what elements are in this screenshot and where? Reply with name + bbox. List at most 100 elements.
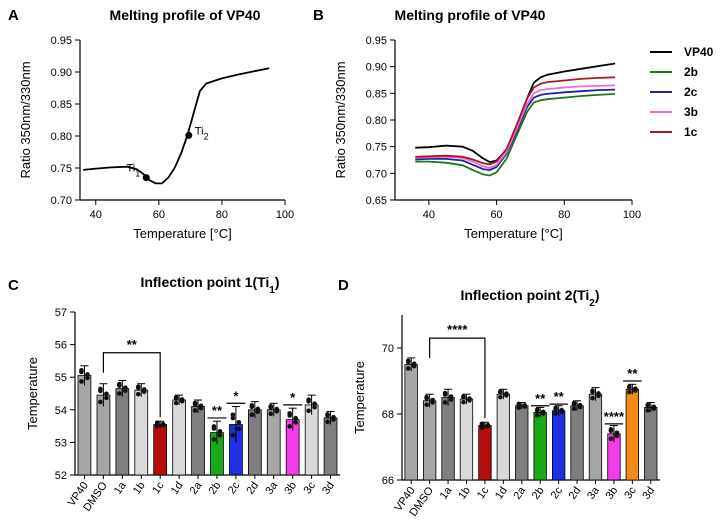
x-tick-label-3b-c: 3b (282, 480, 299, 497)
bar-2d-d (570, 405, 584, 481)
data-point-1a-d (442, 400, 448, 405)
data-point-2d-d (571, 401, 577, 407)
y-tick-label-c: 56 (55, 340, 67, 352)
y-tick-label-c: 54 (55, 405, 67, 417)
data-point-dmso-c (98, 388, 103, 394)
x-tick-label-3a-d: 3a (585, 484, 602, 502)
significance-label-c: * (290, 390, 296, 405)
data-point-dmso-c (104, 391, 109, 397)
inflection-label-2: Ti2 (195, 125, 209, 141)
data-point-3a-d (590, 389, 595, 395)
bar-dmso-d (422, 400, 437, 481)
data-point-3c-c (312, 404, 317, 410)
data-point-3a-c (268, 405, 274, 410)
data-point-vp40-c (79, 369, 84, 375)
y-tick-label-a: 0.70 (51, 195, 72, 207)
legend-label-1c: 1c (684, 125, 698, 139)
x-tick-label-a: 60 (153, 209, 165, 221)
data-point-2a-c (198, 405, 204, 411)
bar-3c-d (625, 388, 639, 481)
data-point-3d-c (325, 413, 330, 418)
data-point-2c-d (553, 411, 558, 416)
data-point-3d-d (645, 403, 651, 408)
bar-1d-d (496, 393, 511, 481)
data-point-2b-d (534, 413, 540, 418)
series-line-vp40-a (83, 67, 270, 185)
panel-letter-b: B (313, 7, 324, 24)
y-tick-label-c: 55 (55, 372, 67, 384)
data-point-1a-c (117, 391, 122, 396)
x-tick-label-2c-c: 2c (226, 479, 243, 496)
data-point-1b-c (135, 385, 141, 391)
data-point-vp40-c (79, 379, 84, 384)
data-point-3b-d (614, 433, 620, 439)
data-point-1c-d (479, 422, 485, 427)
y-tick-label-b: 0.80 (366, 115, 387, 127)
data-point-1d-c (179, 398, 185, 404)
x-tick-label-2d-d: 2d (567, 485, 584, 502)
data-point-3c-d (627, 389, 632, 395)
data-point-3b-d (608, 428, 614, 434)
legend-label-2b: 2b (684, 65, 698, 79)
bar-1b-c (134, 389, 149, 476)
data-point-1a-c (117, 383, 122, 388)
y-tick-label-d: 68 (382, 409, 394, 421)
data-point-vp40-d (405, 366, 411, 371)
data-point-vp40-d (405, 359, 411, 365)
data-point-1c-c (160, 422, 166, 428)
x-tick-label-3c-c: 3c (302, 479, 319, 496)
data-point-1d-d (498, 390, 503, 395)
data-point-3b-d (608, 436, 614, 442)
x-tick-label-b: 80 (558, 209, 570, 221)
bar-vp40-d (404, 364, 418, 481)
data-point-2c-c (230, 432, 236, 438)
x-tick-label-3c-d: 3c (622, 484, 639, 501)
data-point-3a-c (274, 409, 280, 414)
data-point-2c-d (559, 409, 564, 415)
x-tick-label-1c-c: 1c (150, 479, 167, 496)
x-tick-label-2d-c: 2d (244, 480, 261, 497)
chart-title-b: Melting profile of VP40 (395, 7, 546, 23)
bar-2d-c (247, 409, 262, 476)
x-tick-label-1a-c: 1a (112, 479, 129, 497)
data-point-2c-c (236, 420, 242, 425)
significance-label-d: ** (535, 391, 546, 406)
x-tick-label-1a-d: 1a (438, 484, 455, 502)
data-point-2d-d (571, 406, 577, 412)
x-tick-label-2b-d: 2b (530, 485, 547, 502)
y-tick-label-b: 0.65 (366, 195, 387, 207)
data-point-3a-c (268, 411, 274, 417)
data-point-2a-d (516, 402, 522, 407)
data-point-2c-c (230, 415, 236, 421)
data-point-1b-d (461, 395, 466, 400)
bar-2a-d (515, 405, 529, 481)
data-point-vp40-c (85, 375, 90, 381)
legend-label-2c: 2c (684, 85, 698, 99)
data-point-dmso-d (430, 400, 435, 405)
bar-1a-d (441, 397, 455, 481)
series-line-2b-b (415, 93, 616, 177)
bar-3a-c (266, 409, 281, 476)
data-point-1c-c (154, 420, 160, 426)
inflection-label-1: Ti1 (126, 163, 140, 179)
series-line-3b-b (415, 84, 616, 169)
data-point-3c-c (306, 408, 311, 414)
x-tick-label-a: 40 (90, 209, 102, 221)
inflection-point-2 (185, 131, 193, 139)
chart-title-a: Melting profile of VP40 (110, 7, 261, 23)
data-point-1d-c (173, 395, 179, 401)
chart-title-c: Inflection point 1(Ti1) (140, 274, 279, 296)
bar-2a-c (191, 406, 205, 476)
data-point-2a-d (522, 404, 528, 409)
bar-3c-c (304, 404, 319, 476)
data-point-dmso-d (424, 402, 429, 408)
x-tick-label-2b-c: 2b (207, 480, 224, 497)
data-point-3d-d (651, 406, 657, 411)
data-point-2c-d (553, 406, 558, 412)
bar-1b-d (459, 398, 474, 481)
data-point-3a-d (596, 393, 601, 399)
data-point-2b-c (217, 428, 223, 434)
x-tick-label-3a-c: 3a (263, 479, 280, 497)
